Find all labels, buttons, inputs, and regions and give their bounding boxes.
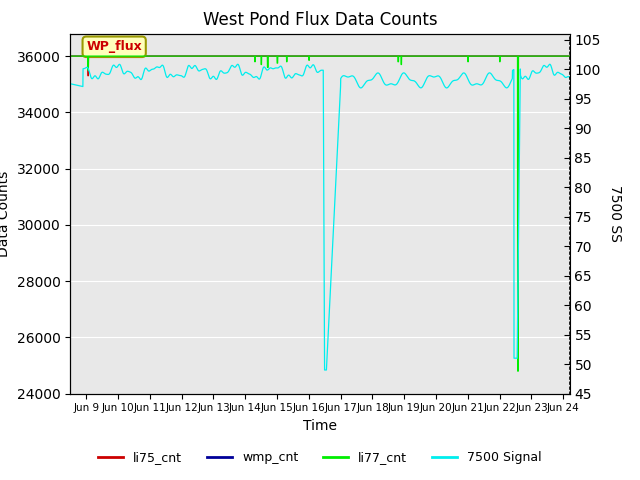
X-axis label: Time: Time xyxy=(303,419,337,433)
Legend: li75_cnt, wmp_cnt, li77_cnt, 7500 Signal: li75_cnt, wmp_cnt, li77_cnt, 7500 Signal xyxy=(93,446,547,469)
Title: West Pond Flux Data Counts: West Pond Flux Data Counts xyxy=(203,11,437,29)
Text: WP_flux: WP_flux xyxy=(86,40,142,53)
Y-axis label: 7500 SS: 7500 SS xyxy=(607,185,621,242)
Y-axis label: Data Counts: Data Counts xyxy=(0,170,12,257)
